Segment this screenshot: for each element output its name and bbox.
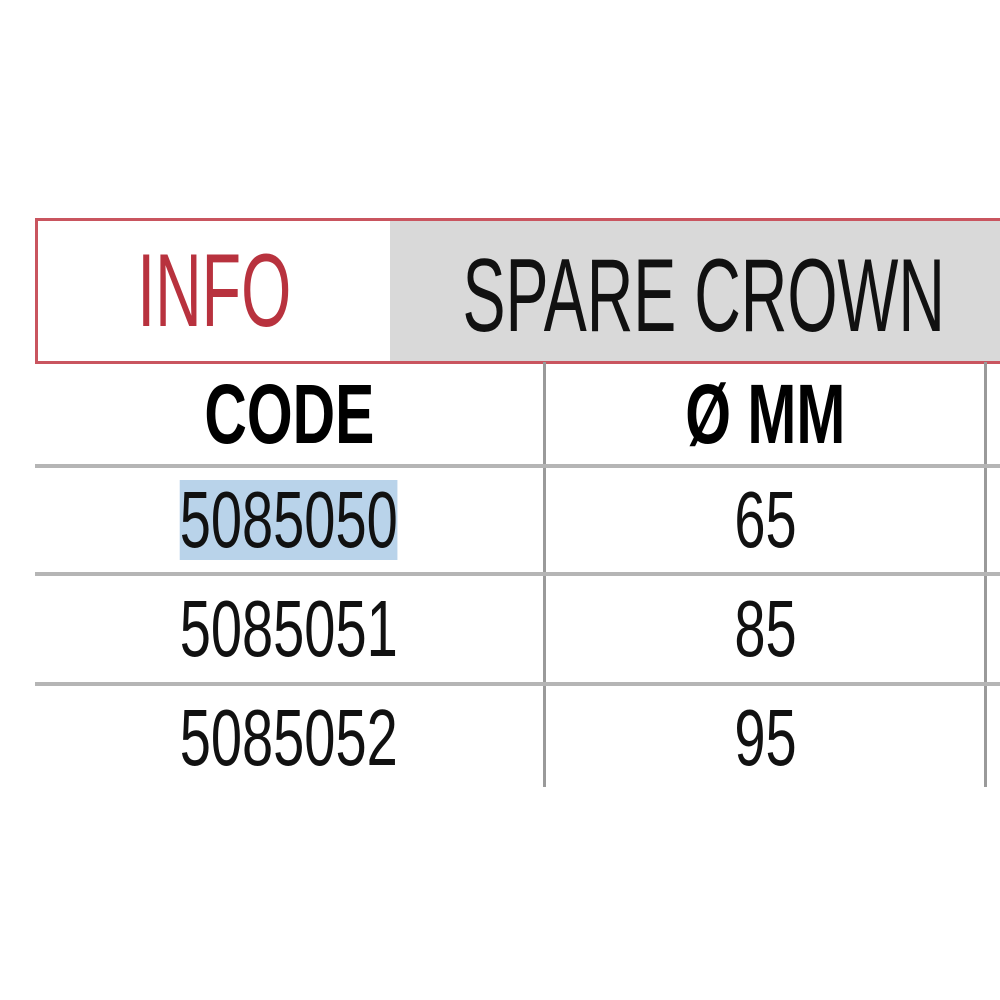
code-cell[interactable]: 5085051 [35, 578, 543, 680]
code-cell[interactable]: 5085052 [35, 688, 543, 788]
column-header-diameter: Ø MM [546, 364, 984, 464]
info-header-cell: INFO [35, 218, 393, 364]
diameter-value: 65 [733, 475, 797, 564]
column-header-code: CODE [35, 364, 543, 464]
diameter-cell: 85 [546, 578, 984, 680]
row-divider [35, 572, 1000, 576]
diameter-cell: 65 [546, 470, 984, 570]
info-label: INFO [136, 232, 292, 349]
column-header-label: CODE [204, 366, 374, 461]
row-divider [35, 682, 1000, 686]
diameter-cell: 95 [546, 688, 984, 788]
code-value[interactable]: 5085051 [179, 584, 399, 673]
row-divider [35, 464, 1000, 468]
diameter-value: 85 [733, 584, 797, 673]
diameter-value: 95 [733, 693, 797, 782]
code-value[interactable]: 5085052 [179, 693, 399, 782]
code-value[interactable]: 5085050 [179, 475, 399, 564]
column-header-label: Ø MM [684, 366, 846, 461]
product-title-cell: SPARE CROWN [390, 218, 1000, 364]
code-cell[interactable]: 5085050 [35, 470, 543, 570]
product-title: SPARE CROWN [462, 238, 945, 354]
